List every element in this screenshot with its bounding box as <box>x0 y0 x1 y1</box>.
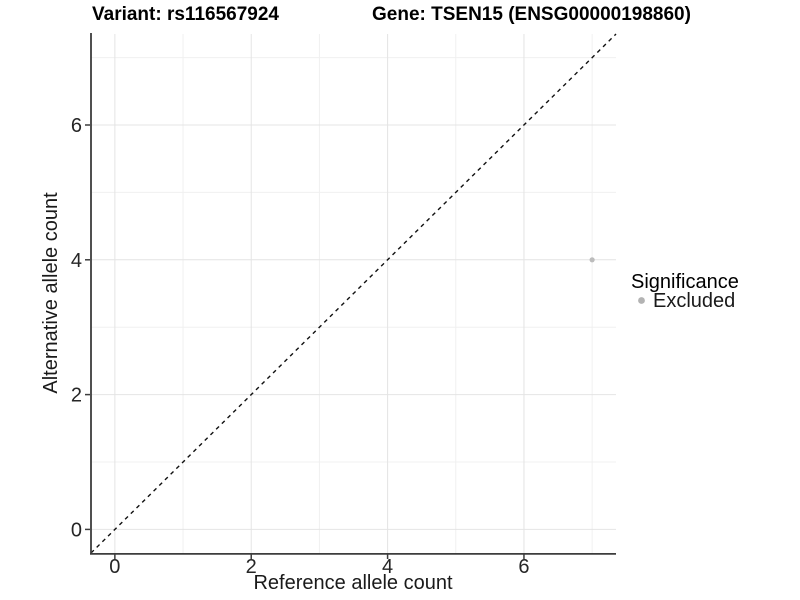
y-tick-marks <box>85 124 90 531</box>
plot-title-left: Variant: rs116567924 <box>92 4 279 25</box>
y-tick-label: 0 <box>71 519 82 541</box>
y-tick-label: 2 <box>71 385 82 407</box>
x-tick-marks <box>114 554 525 559</box>
legend-key-dot-icon <box>638 297 645 304</box>
legend-title: Significance <box>631 271 739 293</box>
y-tick-label: 4 <box>71 250 82 272</box>
y-axis-title: Alternative allele count <box>40 192 62 394</box>
data-points <box>589 257 595 263</box>
legend: Significance Excluded <box>631 271 739 312</box>
x-tick-labels: 0 2 4 6 <box>109 556 529 578</box>
data-point <box>589 257 595 263</box>
y-tick-label: 6 <box>71 115 82 137</box>
x-axis-title: Reference allele count <box>253 572 452 594</box>
identity-reference-line <box>90 33 617 554</box>
x-tick-label: 6 <box>518 556 529 578</box>
x-tick-label: 4 <box>382 556 393 578</box>
grid-minor <box>91 34 616 553</box>
y-tick-labels: 0 2 4 6 <box>71 115 82 541</box>
grid-major <box>91 34 616 553</box>
legend-item-label: Excluded <box>653 290 735 312</box>
x-tick-label: 2 <box>246 556 257 578</box>
plot-title-right: Gene: TSEN15 (ENSG00000198860) <box>372 4 691 25</box>
x-tick-label: 0 <box>109 556 120 578</box>
